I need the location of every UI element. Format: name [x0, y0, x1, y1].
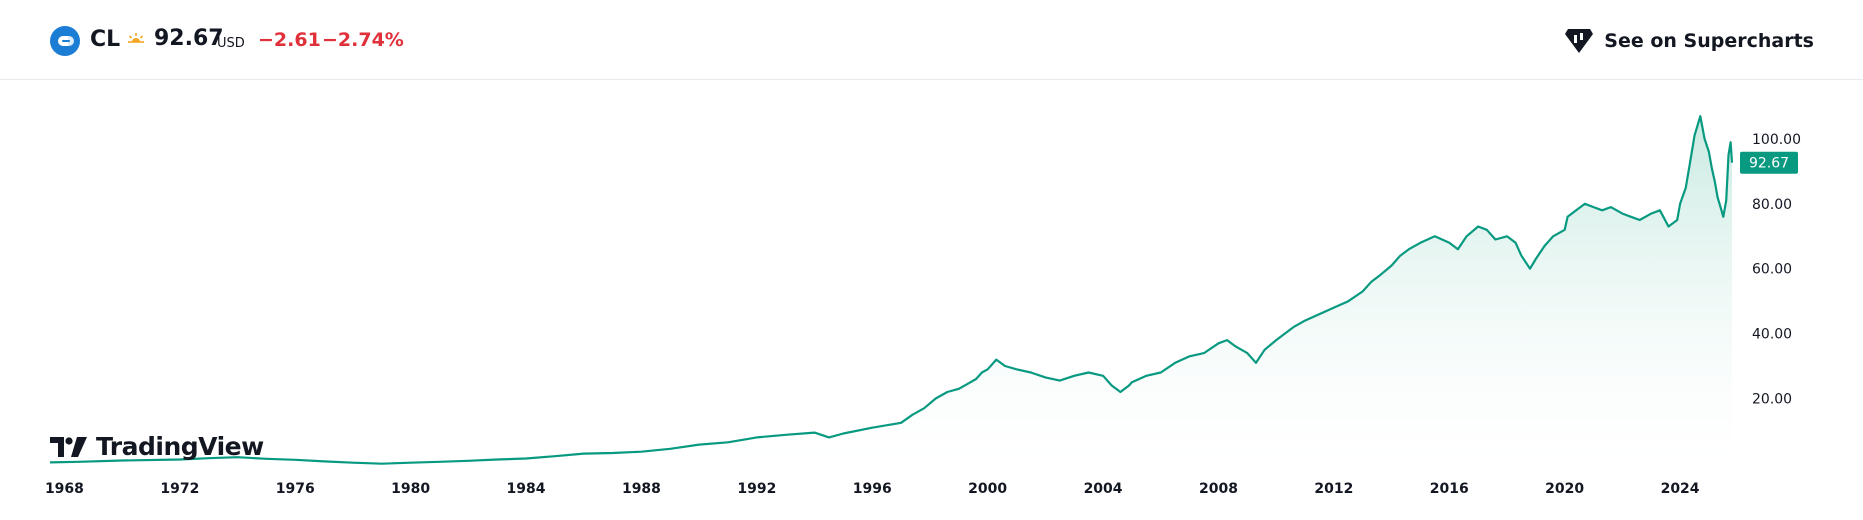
tradingview-watermark: TradingView — [50, 432, 264, 461]
y-tick-label: 20.00 — [1752, 391, 1792, 407]
last-price-label-text: 92.67 — [1749, 156, 1789, 172]
x-tick-label: 2004 — [1084, 481, 1123, 497]
y-tick-label: 100.00 — [1752, 132, 1801, 148]
price-change-percent: −2.74% — [322, 29, 404, 51]
tradingview-supercharts-icon — [1565, 29, 1594, 53]
x-tick-label: 1992 — [737, 481, 776, 497]
x-tick-label: 1968 — [45, 481, 84, 497]
x-tick-label: 1996 — [853, 481, 892, 497]
last-price-label: 92.67 — [1740, 151, 1798, 174]
watermark-text: TradingView — [96, 432, 264, 461]
x-tick-label: 1972 — [160, 481, 199, 497]
x-tick-label: 1984 — [507, 481, 546, 497]
symbol-ticker[interactable]: CL — [90, 27, 121, 52]
x-tick-label: 1988 — [622, 481, 661, 497]
price-line — [49, 115, 1734, 465]
x-tick-label: 2024 — [1661, 481, 1700, 497]
symbol-header: CL 92.67 USD −2.61 −2.74% See on Superch… — [0, 0, 1863, 80]
currency-label: USD — [217, 36, 245, 51]
price-change: −2.61 — [258, 29, 321, 51]
price-area-fill — [50, 116, 1732, 465]
price-chart[interactable]: 1968 1972 1976 1980 1984 1988 1992 1996 2000 2004… — [0, 80, 1863, 520]
x-tick-label: 1980 — [391, 481, 430, 497]
tradingview-logo-icon — [50, 436, 87, 457]
x-tick-label: 2016 — [1430, 481, 1469, 497]
x-tick-label: 2012 — [1314, 481, 1353, 497]
x-tick-label: 2008 — [1199, 481, 1238, 497]
x-tick-label: 2000 — [968, 481, 1007, 497]
y-axis: 20.00 40.00 60.00 80.00 100.00 — [1752, 132, 1801, 408]
y-tick-label: 60.00 — [1752, 262, 1792, 278]
x-tick-label: 2020 — [1545, 481, 1584, 497]
see-on-supercharts-link[interactable]: See on Supercharts — [1564, 26, 1814, 56]
supercharts-label: See on Supercharts — [1604, 30, 1814, 52]
last-price-label-bg — [1740, 151, 1798, 174]
y-tick-label: 40.00 — [1752, 327, 1792, 343]
y-tick-label: 80.00 — [1752, 197, 1792, 213]
exchange-logo-icon — [50, 26, 80, 56]
x-axis: 1968 1972 1976 1980 1984 1988 1992 1996 2000 2004… — [45, 481, 1700, 497]
pre-market-sun-icon — [128, 33, 144, 47]
last-price: 92.67 — [154, 26, 224, 51]
x-tick-label: 1976 — [276, 481, 315, 497]
